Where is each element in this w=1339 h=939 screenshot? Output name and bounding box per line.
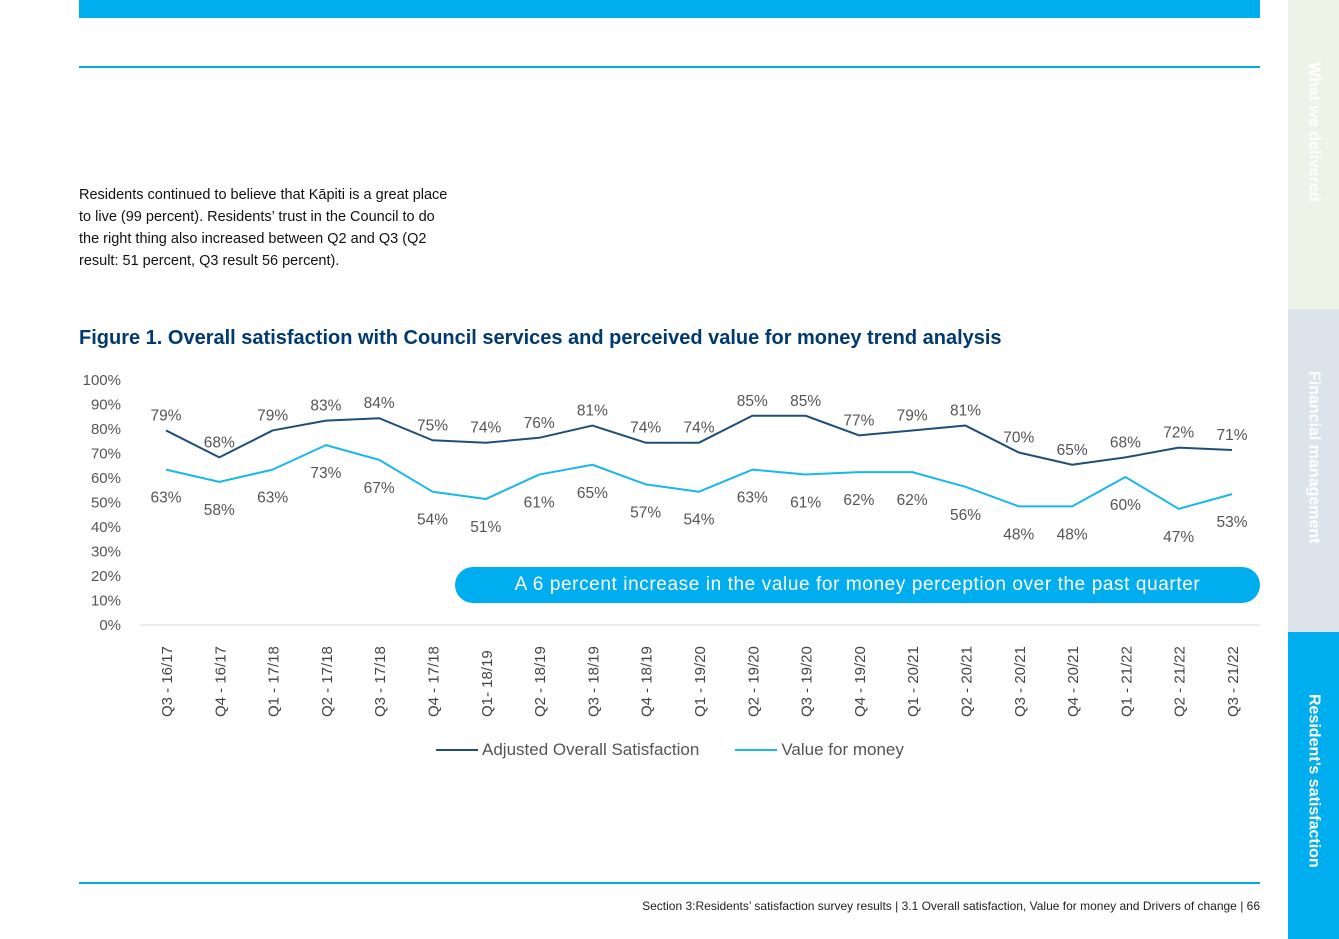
data-label-overall: 83% <box>310 398 341 415</box>
data-label-value-for-money: 48% <box>1003 526 1034 543</box>
x-tick-label: Q1 - 21/22 <box>1118 646 1135 717</box>
data-label-overall: 68% <box>1110 434 1141 451</box>
data-label-overall: 84% <box>364 395 395 412</box>
data-label-overall: 79% <box>897 407 928 424</box>
data-label-value-for-money: 57% <box>630 504 661 521</box>
data-label-value-for-money: 60% <box>1110 497 1141 514</box>
data-label-overall: 81% <box>950 403 981 420</box>
data-label-value-for-money: 63% <box>257 490 288 507</box>
y-tick-label: 10% <box>91 593 121 610</box>
x-tick-label: Q3 - 17/18 <box>372 646 389 717</box>
y-tick-label: 50% <box>91 495 121 512</box>
data-label-value-for-money: 63% <box>737 490 768 507</box>
side-tab-label: Financial management <box>1305 371 1323 544</box>
data-label-value-for-money: 61% <box>790 495 821 512</box>
data-label-value-for-money: 62% <box>897 492 928 509</box>
data-label-value-for-money: 65% <box>577 485 608 502</box>
data-label-value-for-money: 54% <box>683 512 714 529</box>
x-tick-label: Q3 - 16/17 <box>159 646 176 717</box>
y-tick-label: 20% <box>91 568 121 585</box>
legend-label-overall: Adjusted Overall Satisfaction <box>482 740 700 759</box>
data-label-overall: 74% <box>470 420 501 437</box>
x-tick-label: Q1- 18/19 <box>479 650 496 717</box>
x-tick-label: Q2 - 19/20 <box>745 646 762 717</box>
data-label-overall: 76% <box>524 415 555 432</box>
x-tick-label: Q2 - 20/21 <box>959 646 976 717</box>
data-label-overall: 77% <box>843 412 874 429</box>
x-tick-label: Q3 - 20/21 <box>1012 646 1029 717</box>
data-label-value-for-money: 53% <box>1216 514 1247 531</box>
side-tab-label: What we delivered <box>1305 62 1323 202</box>
bottom-divider <box>79 882 1260 884</box>
x-tick-label: Q2 - 21/22 <box>1172 646 1189 717</box>
data-label-value-for-money: 62% <box>843 492 874 509</box>
legend-label-value: Value for money <box>781 740 904 759</box>
data-label-value-for-money: 61% <box>524 495 555 512</box>
top-accent-band <box>79 0 1260 18</box>
x-tick-label: Q3 - 21/22 <box>1225 646 1242 717</box>
data-label-overall: 79% <box>150 407 181 424</box>
page-footer: Section 3:Residents’ satisfaction survey… <box>642 899 1260 913</box>
x-tick-label: Q3 - 18/19 <box>585 646 602 717</box>
side-tab-label: Resident’s satisfaction <box>1305 694 1323 868</box>
figure-title: Figure 1. Overall satisfaction with Coun… <box>79 327 1002 349</box>
legend-swatch-overall <box>436 749 478 751</box>
chart-legend: Adjusted Overall Satisfaction Value for … <box>436 740 940 760</box>
side-tab-financial-management[interactable]: Financial management <box>1288 309 1339 632</box>
side-tab-residents-satisfaction[interactable]: Resident’s satisfaction <box>1288 632 1339 939</box>
y-tick-label: 80% <box>91 421 121 438</box>
data-label-overall: 74% <box>630 420 661 437</box>
data-label-overall: 85% <box>737 393 768 410</box>
data-label-value-for-money: 51% <box>470 519 501 536</box>
legend-item-value-for-money: Value for money <box>735 740 904 760</box>
series-line-overall-satisfaction <box>165 414 1233 466</box>
x-tick-label: Q2 - 17/18 <box>319 646 336 717</box>
legend-item-overall-satisfaction: Adjusted Overall Satisfaction <box>436 740 699 760</box>
data-label-overall: 65% <box>1057 442 1088 459</box>
data-label-value-for-money: 47% <box>1163 529 1194 546</box>
x-tick-label: Q1 - 17/18 <box>266 646 283 717</box>
data-label-value-for-money: 67% <box>364 480 395 497</box>
top-divider <box>79 66 1260 68</box>
data-label-overall: 74% <box>683 420 714 437</box>
x-tick-label: Q3 - 19/20 <box>799 646 816 717</box>
x-tick-label: Q4 - 17/18 <box>426 646 443 717</box>
legend-swatch-value <box>735 749 778 751</box>
x-tick-label: Q4 - 16/17 <box>212 646 229 717</box>
y-tick-label: 90% <box>91 397 121 414</box>
trend-line-chart: 0% 10% 20% 30% 40% 50% 60% 70% 80% 90% 100% Q3 - 16… <box>83 372 1260 717</box>
data-label-overall: 72% <box>1163 425 1194 442</box>
x-tick-label: Q2 - 18/19 <box>532 646 549 717</box>
data-label-overall: 68% <box>204 434 235 451</box>
data-label-value-for-money: 54% <box>417 512 448 529</box>
data-label-value-for-money: 56% <box>950 507 981 524</box>
y-tick-label: 40% <box>91 519 121 536</box>
y-tick-label: 0% <box>99 617 121 634</box>
x-tick-label: Q4 - 18/19 <box>639 646 656 717</box>
intro-paragraph: Residents continued to believe that Kāpi… <box>79 187 448 269</box>
data-label-overall: 85% <box>790 393 821 410</box>
callout-banner: A 6 percent increase in the value for mo… <box>455 567 1260 603</box>
x-tick-label: Q1 - 19/20 <box>692 646 709 717</box>
data-label-overall: 75% <box>417 417 448 434</box>
x-tick-label: Q4 - 19/20 <box>852 646 869 717</box>
data-label-overall: 81% <box>577 403 608 420</box>
data-label-overall: 70% <box>1003 430 1034 447</box>
series-line-value-for-money <box>165 444 1233 510</box>
y-tick-label: 70% <box>91 446 121 463</box>
data-label-value-for-money: 73% <box>310 465 341 482</box>
side-tab-what-we-delivered[interactable]: What we delivered <box>1288 0 1339 309</box>
data-label-value-for-money: 63% <box>150 490 181 507</box>
data-label-value-for-money: 58% <box>204 502 235 519</box>
x-tick-label: Q1 - 20/21 <box>905 646 922 717</box>
x-tick-label: Q4 - 20/21 <box>1065 646 1082 717</box>
y-tick-label: 60% <box>91 470 121 487</box>
data-label-value-for-money: 48% <box>1057 526 1088 543</box>
data-label-overall: 71% <box>1216 427 1247 444</box>
y-tick-label: 100% <box>83 372 121 389</box>
y-tick-label: 30% <box>91 544 121 561</box>
data-label-overall: 79% <box>257 407 288 424</box>
